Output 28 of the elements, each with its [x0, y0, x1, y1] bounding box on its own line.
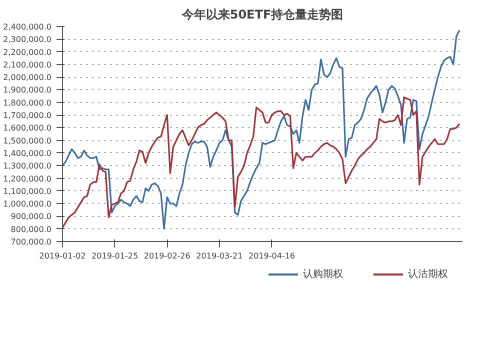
y-tick-label: 2,300,000.0 — [3, 35, 52, 44]
x-tick-label: 2019-03-21 — [196, 252, 243, 260]
y-tick-label: 700,000.0 — [10, 238, 52, 246]
y-tick-label: 2,400,000.0 — [3, 22, 52, 32]
x-tick-label: 2019-01-25 — [92, 252, 138, 260]
x-tick-label: 2019-02-26 — [144, 252, 190, 260]
y-tick-label: 2,000,000.0 — [3, 73, 52, 82]
y-tick-label: 1,300,000.0 — [3, 162, 52, 171]
line-series — [62, 29, 460, 230]
y-tick-label: 900,000.0 — [10, 212, 52, 222]
line-series — [62, 96, 460, 228]
y-tick-label: 800,000.0 — [10, 224, 52, 234]
x-tick-label: 2019-01-02 — [39, 252, 86, 260]
y-tick-label: 1,900,000.0 — [3, 86, 52, 95]
y-tick-label: 1,400,000.0 — [3, 148, 52, 158]
y-tick-label: 1,500,000.0 — [3, 136, 52, 146]
x-tick-label: 2019-04-16 — [248, 252, 295, 260]
y-tick-label: 1,700,000.0 — [3, 111, 52, 120]
y-tick-label: 1,600,000.0 — [3, 124, 52, 133]
y-tick-label: 2,200,000.0 — [3, 48, 52, 57]
legend-label: 认沽期权 — [408, 268, 448, 281]
legend-label: 认购期权 — [303, 268, 343, 281]
y-tick-label: 1,200,000.0 — [3, 174, 52, 184]
y-tick-label: 1,000,000.0 — [3, 200, 52, 209]
y-tick-label: 2,100,000.0 — [3, 60, 52, 70]
chart-title: 今年以来50ETF持仓量走势图 — [180, 8, 344, 22]
y-tick-label: 1,100,000.0 — [3, 186, 52, 196]
y-tick-label: 1,800,000.0 — [3, 98, 52, 108]
